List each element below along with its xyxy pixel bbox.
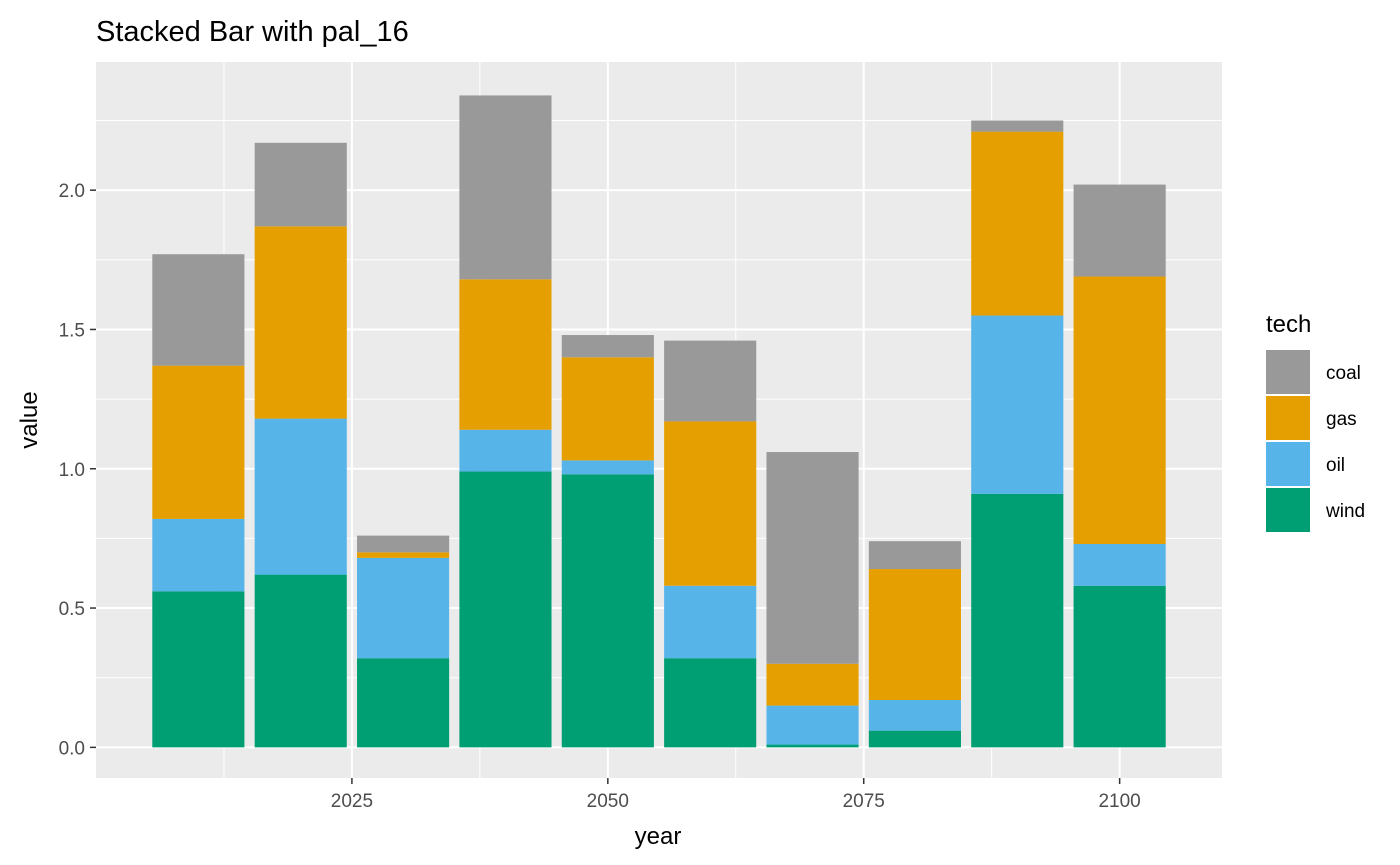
bar-segment-coal-2040 (459, 95, 552, 280)
bar-segment-wind-2080 (868, 730, 961, 748)
bar-segment-wind-2040 (459, 471, 552, 748)
legend-key-coal (1266, 350, 1310, 394)
bar-segment-oil-2010 (152, 518, 245, 592)
chart-title: Stacked Bar with pal_16 (96, 16, 409, 48)
bars (152, 95, 1166, 748)
bar-segment-coal-2020 (254, 142, 347, 227)
bar-segment-coal-2070 (766, 452, 859, 664)
y-tick-label: 2.0 (59, 181, 85, 202)
bar-segment-oil-2030 (357, 557, 450, 659)
bar-segment-gas-2100 (1073, 276, 1166, 544)
bar-segment-wind-2070 (766, 744, 859, 748)
bar-segment-oil-2080 (868, 699, 961, 731)
bar-segment-oil-2050 (561, 460, 654, 475)
x-tick-label: 2050 (587, 791, 629, 812)
bar-segment-wind-2030 (357, 658, 450, 748)
bar-segment-wind-2100 (1073, 585, 1166, 748)
y-tick-label: 1.5 (59, 320, 85, 341)
bar-segment-gas-2040 (459, 279, 552, 430)
bar-segment-coal-2080 (868, 541, 961, 570)
bar-segment-oil-2040 (459, 429, 552, 472)
legend-key-oil (1266, 442, 1310, 486)
bar-segment-gas-2080 (868, 569, 961, 700)
y-axis-title: value (16, 391, 43, 448)
legend-key-gas (1266, 396, 1310, 440)
y-tick-label: 1.0 (59, 460, 85, 481)
x-tick-label: 2075 (843, 791, 885, 812)
bar-segment-coal-2090 (971, 120, 1064, 132)
x-axis-title: year (635, 823, 682, 850)
bar-segment-oil-2020 (254, 418, 347, 575)
bar-segment-oil-2070 (766, 705, 859, 745)
legend-label-gas: gas (1326, 409, 1357, 430)
y-tick-label: 0.5 (59, 599, 85, 620)
bar-segment-gas-2060 (664, 421, 757, 586)
bar-segment-wind-2090 (971, 493, 1064, 748)
x-axis-ticks: 2025 2050 2075 2100 (331, 778, 1141, 812)
y-tick-label: 0.0 (59, 738, 85, 759)
bar-segment-coal-2050 (561, 335, 654, 358)
bar-segment-gas-2090 (971, 131, 1064, 316)
bar-segment-oil-2060 (664, 585, 757, 659)
legend: tech coal gas oil wind (1266, 311, 1365, 532)
bar-segment-gas-2010 (152, 365, 245, 519)
bar-segment-oil-2090 (971, 315, 1064, 494)
bar-segment-coal-2100 (1073, 184, 1166, 277)
bar-segment-gas-2030 (357, 552, 450, 558)
y-axis-ticks: 0.0 0.5 1.0 1.5 2.0 (59, 181, 96, 759)
legend-label-coal: coal (1326, 363, 1361, 384)
bar-segment-gas-2070 (766, 663, 859, 706)
x-tick-label: 2025 (331, 791, 373, 812)
bar-segment-wind-2020 (254, 574, 347, 748)
bar-segment-wind-2060 (664, 658, 757, 748)
bar-segment-coal-2060 (664, 340, 757, 422)
bar-segment-coal-2030 (357, 535, 450, 553)
bar-segment-coal-2010 (152, 254, 245, 366)
x-tick-label: 2100 (1098, 791, 1140, 812)
bar-segment-gas-2050 (561, 357, 654, 461)
bar-segment-gas-2020 (254, 226, 347, 419)
legend-label-wind: wind (1325, 501, 1365, 522)
bar-segment-wind-2050 (561, 474, 654, 748)
bar-segment-oil-2100 (1073, 543, 1166, 586)
legend-key-wind (1266, 488, 1310, 532)
bar-segment-wind-2010 (152, 591, 245, 748)
legend-label-oil: oil (1326, 455, 1345, 476)
legend-title: tech (1266, 311, 1311, 338)
